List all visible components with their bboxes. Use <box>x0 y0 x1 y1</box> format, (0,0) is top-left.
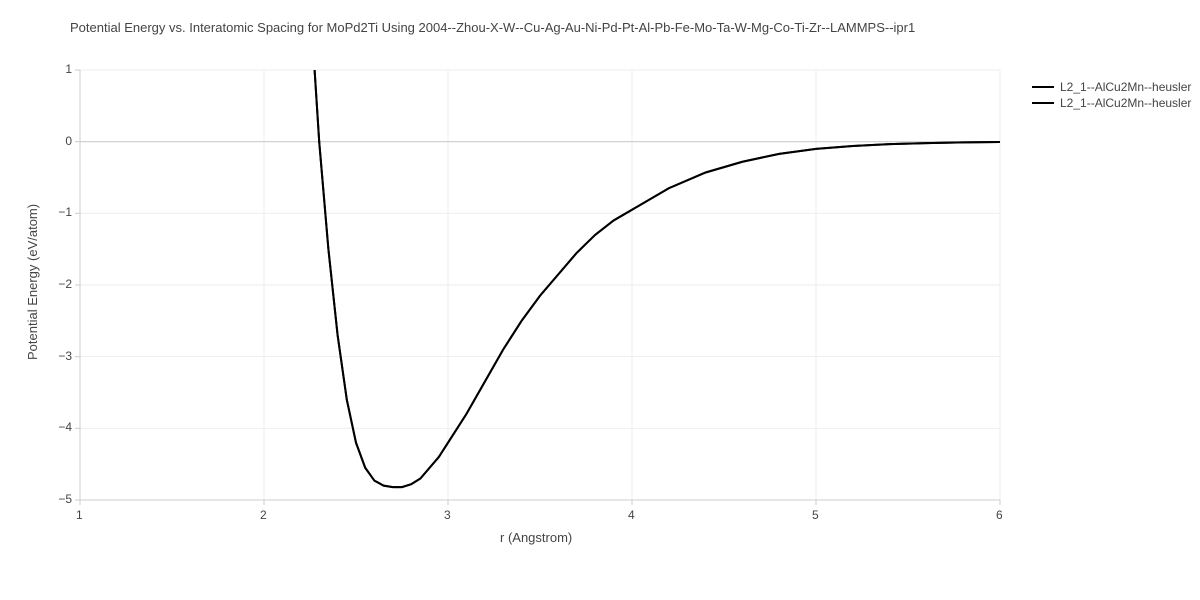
legend-swatch <box>1032 86 1054 88</box>
x-tick-label: 6 <box>996 508 1003 522</box>
series-line <box>301 0 1000 487</box>
chart-plot <box>80 70 1000 500</box>
chart-title: Potential Energy vs. Interatomic Spacing… <box>70 20 915 35</box>
y-tick-label: −3 <box>58 349 72 363</box>
y-tick-label: 0 <box>65 134 72 148</box>
legend-label: L2_1--AlCu2Mn--heusler <box>1060 96 1191 110</box>
y-tick-label: −5 <box>58 492 72 506</box>
x-tick-label: 5 <box>812 508 819 522</box>
y-tick-label: −2 <box>58 277 72 291</box>
x-tick-label: 2 <box>260 508 267 522</box>
y-axis-label: Potential Energy (eV/atom) <box>25 204 40 360</box>
x-axis-label: r (Angstrom) <box>500 530 572 545</box>
legend-label: L2_1--AlCu2Mn--heusler <box>1060 80 1191 94</box>
legend-item: L2_1--AlCu2Mn--heusler <box>1032 80 1191 94</box>
y-tick-label: −1 <box>58 205 72 219</box>
legend-item: L2_1--AlCu2Mn--heusler <box>1032 96 1191 110</box>
y-tick-label: 1 <box>65 62 72 76</box>
legend: L2_1--AlCu2Mn--heusler L2_1--AlCu2Mn--heu… <box>1032 80 1191 112</box>
legend-swatch <box>1032 102 1054 104</box>
y-tick-label: −4 <box>58 420 72 434</box>
x-tick-label: 3 <box>444 508 451 522</box>
series-line <box>301 0 1000 487</box>
x-tick-label: 1 <box>76 508 83 522</box>
x-tick-label: 4 <box>628 508 635 522</box>
